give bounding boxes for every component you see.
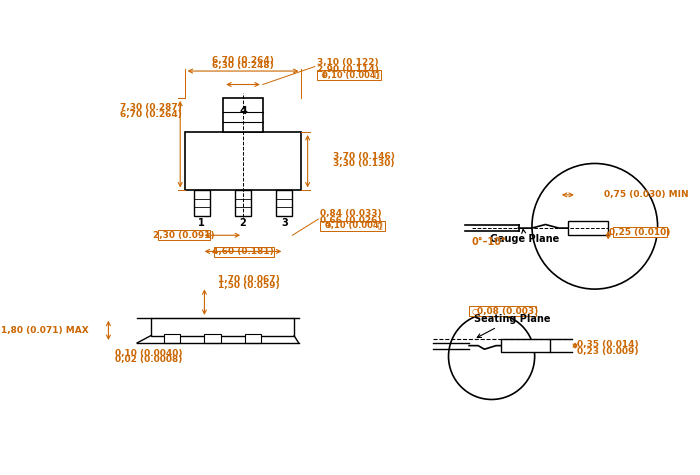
Text: 0,35 (0.014): 0,35 (0.014) bbox=[577, 340, 638, 349]
Bar bbox=[245, 334, 261, 343]
Text: 3,70 (0.146): 3,70 (0.146) bbox=[332, 152, 395, 161]
Text: 0,84 (0.033): 0,84 (0.033) bbox=[320, 209, 382, 218]
Text: 1: 1 bbox=[198, 218, 205, 228]
Text: 3: 3 bbox=[281, 218, 288, 228]
Bar bbox=[316, 70, 382, 80]
Bar bbox=[194, 190, 210, 216]
Text: 1,70 (0.067): 1,70 (0.067) bbox=[218, 275, 279, 284]
Text: Ⓜ: Ⓜ bbox=[378, 221, 383, 230]
Bar bbox=[612, 227, 666, 237]
Bar bbox=[276, 190, 293, 216]
Text: Gauge Plane: Gauge Plane bbox=[490, 229, 559, 244]
Bar bbox=[320, 221, 385, 231]
Text: 0,10 (0.0040): 0,10 (0.0040) bbox=[115, 349, 182, 358]
Text: 7,30 (0.287): 7,30 (0.287) bbox=[120, 104, 181, 112]
Text: 1,80 (0.071) MAX: 1,80 (0.071) MAX bbox=[1, 326, 89, 335]
Text: 0,10 (0.004): 0,10 (0.004) bbox=[322, 71, 379, 80]
Text: 0,75 (0.030) MIN: 0,75 (0.030) MIN bbox=[604, 190, 688, 200]
Text: 2,90 (0.114): 2,90 (0.114) bbox=[316, 65, 379, 74]
Text: 4,60 (0.181): 4,60 (0.181) bbox=[212, 247, 274, 256]
Text: 3,30 (0.130): 3,30 (0.130) bbox=[332, 159, 394, 168]
Text: 6,70 (0.264): 6,70 (0.264) bbox=[120, 110, 181, 119]
Text: Ⓜ: Ⓜ bbox=[374, 71, 379, 80]
Text: 0,23 (0.009): 0,23 (0.009) bbox=[577, 347, 638, 355]
Text: Seating Plane: Seating Plane bbox=[474, 314, 550, 337]
Text: 6,70 (0.264): 6,70 (0.264) bbox=[212, 56, 274, 65]
Bar bbox=[235, 190, 251, 216]
Bar bbox=[185, 132, 301, 190]
Text: 0,08 (0.003): 0,08 (0.003) bbox=[477, 306, 538, 315]
Bar bbox=[158, 230, 210, 240]
Text: ⊕: ⊕ bbox=[324, 221, 331, 230]
Text: 0,25 (0.010): 0,25 (0.010) bbox=[609, 228, 671, 237]
Text: 0°–10°: 0°–10° bbox=[472, 238, 507, 247]
Bar bbox=[223, 98, 262, 132]
Bar bbox=[469, 306, 536, 316]
Text: ⊕: ⊕ bbox=[321, 71, 328, 80]
Text: 1,50 (0.059): 1,50 (0.059) bbox=[218, 281, 279, 290]
Text: ○: ○ bbox=[472, 306, 479, 315]
Bar bbox=[500, 339, 550, 352]
Text: 2,30 (0.091): 2,30 (0.091) bbox=[153, 231, 215, 240]
Bar bbox=[164, 334, 180, 343]
Bar bbox=[568, 221, 608, 235]
Text: 0,66 (0.026): 0,66 (0.026) bbox=[320, 216, 382, 225]
Bar bbox=[150, 318, 294, 336]
Text: 6,30 (0.248): 6,30 (0.248) bbox=[212, 61, 274, 70]
Bar bbox=[214, 247, 274, 257]
Text: 3,10 (0.122): 3,10 (0.122) bbox=[316, 57, 378, 67]
Text: 0,02 (0.0008): 0,02 (0.0008) bbox=[115, 355, 182, 364]
Text: 0,10 (0.004): 0,10 (0.004) bbox=[326, 221, 383, 230]
Bar bbox=[204, 334, 220, 343]
Text: 4: 4 bbox=[239, 105, 247, 115]
Text: 2: 2 bbox=[239, 218, 246, 228]
